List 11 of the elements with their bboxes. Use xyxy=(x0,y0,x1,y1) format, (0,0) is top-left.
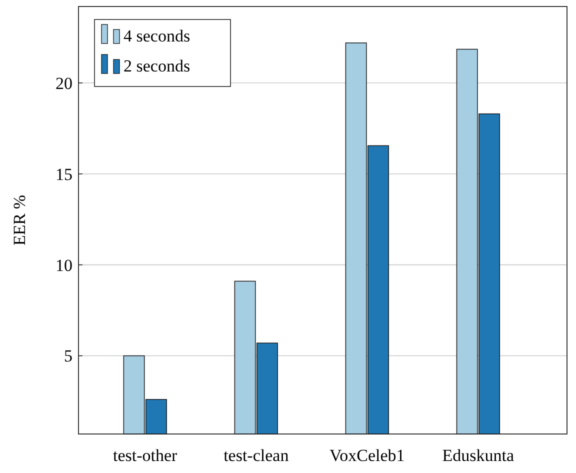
y-axis-title: EER % xyxy=(10,194,29,246)
x-tick-label: test-other xyxy=(113,446,178,465)
legend-label: 2 seconds xyxy=(124,56,190,76)
x-tick-label: VoxCeleb1 xyxy=(330,446,405,465)
x-tick-label: test-clean xyxy=(224,446,290,465)
x-tick-label: Eduskunta xyxy=(442,446,515,465)
y-tick-label: 15 xyxy=(56,164,72,184)
y-tick-label: 20 xyxy=(56,74,72,93)
y-tick-label: 5 xyxy=(64,346,72,366)
legend-label: 4 seconds xyxy=(124,26,190,46)
y-tick-label: 10 xyxy=(56,256,72,275)
